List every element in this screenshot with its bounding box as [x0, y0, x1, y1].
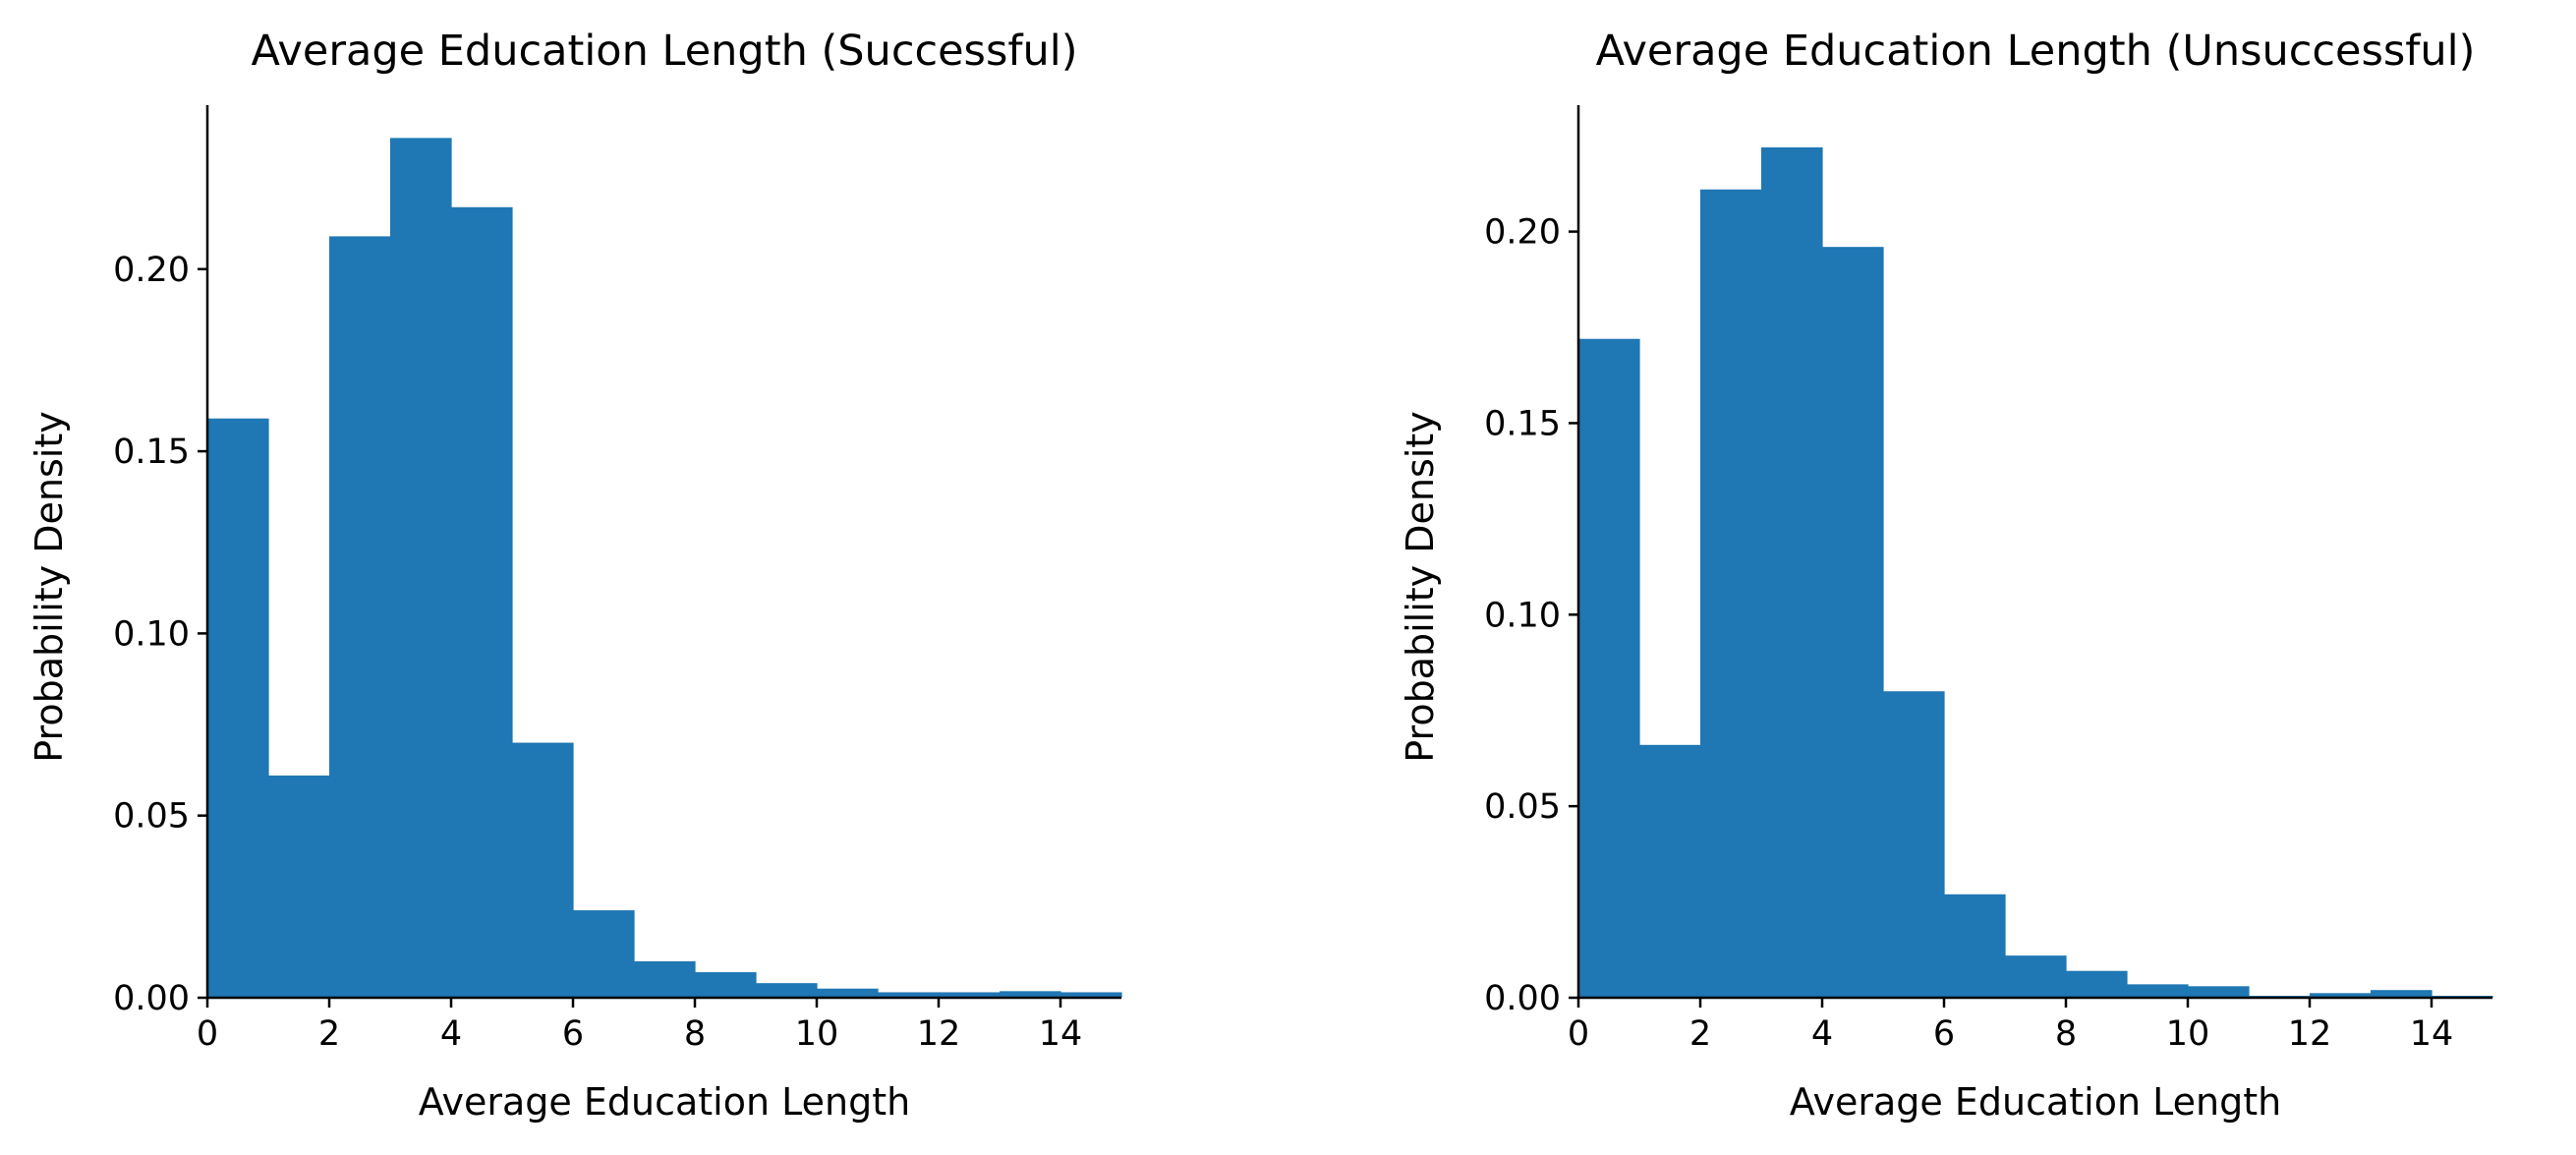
y-tick-label: 0.10	[1484, 596, 1561, 635]
x-tick-label: 14	[2410, 1014, 2454, 1054]
y-tick-label: 0.20	[113, 251, 190, 290]
y-tick-label: 0.15	[1484, 404, 1561, 443]
y-tick-label: 0.10	[113, 614, 190, 654]
x-tick-label: 2	[1689, 1014, 1711, 1054]
x-tick-label: 6	[1933, 1014, 1955, 1054]
histogram-bar	[2005, 955, 2067, 998]
x-axis-label: Average Education Length	[1790, 1080, 2281, 1124]
histogram-bar	[1761, 146, 1823, 999]
x-tick-label: 4	[440, 1014, 462, 1054]
y-tick-label: 0.00	[113, 979, 190, 1018]
histogram-bar	[573, 910, 635, 998]
x-tick-label: 14	[1039, 1014, 1083, 1054]
x-tick-label: 8	[2055, 1014, 2077, 1054]
x-tick-label: 6	[562, 1014, 584, 1054]
histogram-bar	[2127, 984, 2189, 998]
y-tick-label: 0.05	[1484, 787, 1561, 827]
histogram-bar	[939, 992, 1001, 998]
histogram-bar	[1060, 992, 1122, 998]
x-tick-label: 8	[684, 1014, 706, 1054]
x-ticks: 0 2 4 6 8 10 12 14	[197, 998, 1082, 1054]
histogram-bar	[1000, 991, 1061, 998]
histogram-bar	[756, 983, 818, 998]
y-tick-label: 0.15	[113, 433, 190, 472]
histogram-bar	[451, 206, 513, 998]
x-tick-label: 10	[795, 1014, 839, 1054]
histogram-bar	[329, 236, 391, 998]
x-tick-label: 0	[197, 1014, 218, 1054]
histogram-successful: Average Education Length (Successful) 0.…	[28, 27, 1122, 1124]
bars	[1578, 146, 2493, 999]
x-tick-label: 2	[318, 1014, 340, 1054]
x-tick-label: 4	[1811, 1014, 1833, 1054]
y-ticks: 0.00 0.05 0.10 0.15 0.20	[113, 251, 207, 1018]
y-tick-label: 0.00	[1484, 979, 1561, 1018]
histogram-bar	[207, 418, 269, 998]
x-tick-label: 12	[2288, 1014, 2332, 1054]
chart-title: Average Education Length (Unsuccessful)	[1596, 27, 2476, 76]
histogram-bar	[1944, 894, 2006, 998]
x-tick-label: 12	[917, 1014, 961, 1054]
x-axis-label: Average Education Length	[419, 1080, 910, 1124]
histogram-bar	[695, 972, 757, 998]
histogram-bar	[1578, 338, 1640, 998]
histogram-unsuccessful: Average Education Length (Unsuccessful) …	[1399, 27, 2493, 1124]
histogram-bar	[390, 138, 452, 998]
x-ticks: 0 2 4 6 8 10 12 14	[1568, 998, 2453, 1054]
histogram-bar	[878, 992, 940, 998]
histogram-bar	[1700, 189, 1762, 999]
y-ticks: 0.00 0.05 0.10 0.15 0.20	[1484, 213, 1578, 1018]
histogram-bar	[2310, 993, 2372, 998]
histogram-bar	[512, 742, 574, 998]
chart-title: Average Education Length (Successful)	[252, 27, 1078, 76]
histogram-bar	[1883, 691, 1945, 998]
y-axis-label: Probability Density	[1399, 411, 1442, 762]
histogram-bar	[2066, 970, 2128, 998]
histogram-bar	[2371, 990, 2433, 998]
x-tick-label: 10	[2166, 1014, 2210, 1054]
y-tick-label: 0.20	[1484, 213, 1561, 253]
y-axis-label: Probability Density	[28, 411, 71, 762]
histogram-bar	[1822, 247, 1884, 998]
bars	[207, 138, 1122, 998]
histogram-bar	[1639, 744, 1701, 998]
histogram-bar	[2188, 986, 2250, 998]
x-tick-label: 0	[1568, 1014, 1589, 1054]
histogram-bar	[634, 960, 696, 998]
histogram-bar	[268, 775, 330, 998]
histogram-bar	[817, 988, 879, 998]
y-tick-label: 0.05	[113, 797, 190, 837]
